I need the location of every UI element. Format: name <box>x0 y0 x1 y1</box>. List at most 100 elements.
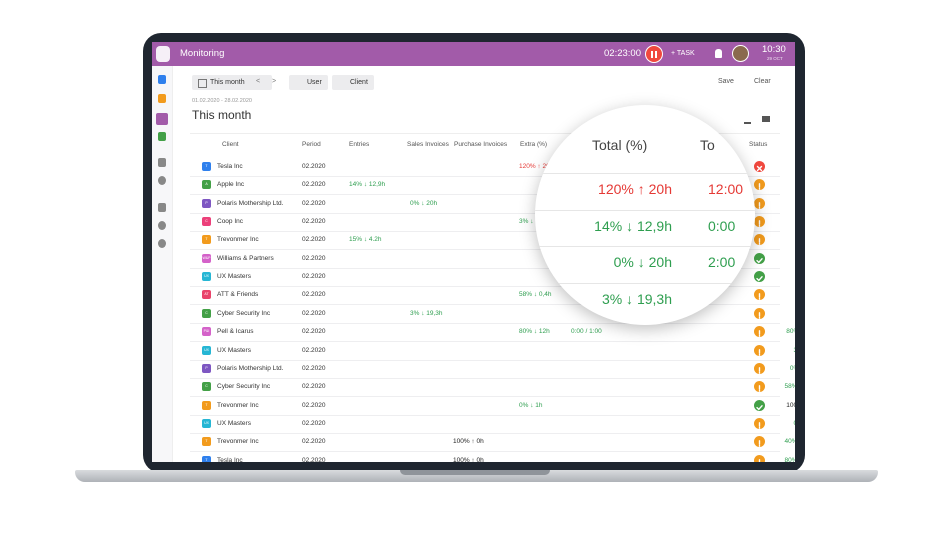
status-icon <box>754 381 765 393</box>
lens-row-line <box>535 282 755 284</box>
range-title: This month <box>192 108 252 122</box>
period: 02.2020 <box>302 419 326 427</box>
date-range: 01.02.2020 - 28.02.2020 <box>192 98 252 104</box>
lens-total: 0% ↓ 20h <box>613 254 672 270</box>
client-name: ATT & Friends <box>217 291 259 299</box>
client-name: Cyber Security Inc <box>217 309 271 317</box>
nav-icon[interactable] <box>158 75 166 84</box>
entries-value: 15% ↓ 4.2h <box>349 236 382 244</box>
client-name: Tesla Inc <box>217 163 243 170</box>
download-icon[interactable] <box>744 115 751 124</box>
total-value: 40% ↓ 1,2h <box>784 438 795 446</box>
extra-value: 0% ↓ 1h <box>519 401 543 409</box>
column-header: Sales Invoices <box>407 141 449 148</box>
status-glyph <box>758 458 761 462</box>
period: 02.2020 <box>302 181 326 189</box>
nav-icon[interactable] <box>158 221 166 230</box>
column-header: Purchase Invoices <box>454 141 508 148</box>
spent-value: 0:00 / 1:00 <box>571 328 602 336</box>
status-icon <box>754 161 765 172</box>
table-row: C Cyber Security Inc 02.2020 58% ↓ 0,4h <box>190 378 795 398</box>
client-name: Apple Inc <box>217 181 245 189</box>
timer: 02:23:00 <box>604 48 641 59</box>
task-button[interactable]: + TASK <box>671 50 695 57</box>
period: 02.2020 <box>302 438 326 446</box>
purchase-value: 100% ↑ 0h <box>453 438 484 446</box>
client-badge: T <box>202 455 211 462</box>
client-badge: T <box>202 437 211 447</box>
status-icon <box>754 289 765 301</box>
clock-time: 10:30 <box>762 44 786 55</box>
status-glyph <box>758 238 761 246</box>
user-button[interactable]: User <box>289 75 328 90</box>
clear-button[interactable]: Clear <box>754 78 771 85</box>
period: 02.2020 <box>302 163 326 170</box>
table-row: UX UX Masters 02.2020 3% ↓ 2h <box>190 342 795 361</box>
client-name: Trevonmer Inc <box>217 401 259 409</box>
top-bar: Monitoring 02:23:00 + TASK 10:30 29 OCT <box>152 42 795 66</box>
client-badge: W&P <box>202 253 211 263</box>
client-name: UX Masters <box>217 273 251 281</box>
status-glyph <box>756 165 763 172</box>
nav-icon[interactable] <box>158 94 166 103</box>
status-glyph <box>756 257 763 264</box>
nav-icon[interactable] <box>158 176 166 185</box>
client-badge: T <box>202 235 211 245</box>
columns-icon[interactable] <box>762 116 770 122</box>
client-badge: T <box>202 400 211 410</box>
client-badge: C <box>202 308 211 318</box>
status-icon <box>754 252 765 264</box>
clock-date: 29 OCT <box>767 56 783 61</box>
status-icon <box>754 436 765 448</box>
total-value: 58% ↓ 0,4h <box>784 383 795 391</box>
status-glyph <box>758 385 761 393</box>
client-badge: P&I <box>202 327 211 337</box>
period-button[interactable]: This month <box>192 75 272 90</box>
logo <box>156 46 170 62</box>
next-button[interactable]: > <box>272 78 277 85</box>
table-row: P&I Pell & Icarus 02.2020 80% ↓ 12h 0:00 / 1… <box>190 323 795 343</box>
column-header: Entries <box>349 141 370 148</box>
nav-icon[interactable] <box>158 132 166 141</box>
magnifier: Total (%) To 120% ↑ 20h 12:00 14% ↓ 12,9h 0… <box>535 105 755 325</box>
client-name: Williams & Partners <box>217 254 274 262</box>
table-row: UX UX Masters 02.2020 0% ↓ 1h <box>190 415 795 434</box>
avatar[interactable] <box>732 45 749 62</box>
lens-row-line <box>535 209 755 211</box>
status-glyph <box>758 293 761 301</box>
pause-button[interactable] <box>645 45 663 63</box>
nav-icon[interactable] <box>158 158 166 167</box>
lens-total: 14% ↓ 12,9h <box>594 217 672 234</box>
entries-value: 14% ↓ 12,9h <box>349 181 386 189</box>
extra-value: 58% ↓ 0,4h <box>519 291 552 299</box>
client-badge: T <box>202 162 211 171</box>
column-header: Status <box>749 141 768 148</box>
table-row: T Trevonmer Inc 02.2020 0% ↓ 1h 100% ↑ 0h <box>190 397 795 416</box>
table-row: T Tesla Inc 02.2020 100% ↑ 0h 80% ↓ 1,4h <box>190 452 795 462</box>
client-name: UX Masters <box>217 419 251 427</box>
period: 02.2020 <box>302 309 326 317</box>
extra-value: 120% ↑ 20h <box>519 163 554 170</box>
period: 02.2020 <box>302 346 326 354</box>
nav-icon[interactable] <box>158 239 166 248</box>
nav-icon[interactable] <box>158 203 166 212</box>
total-value: 0% ↓ 1h <box>794 415 796 433</box>
status-icon <box>754 344 765 356</box>
table-row: A Apple Inc 02.2020 14% ↓ 12,9h <box>190 176 780 196</box>
period: 02.2020 <box>302 236 326 244</box>
save-button[interactable]: Save <box>718 78 734 85</box>
status-glyph <box>758 183 761 191</box>
header-border <box>190 133 780 134</box>
lens-row-line <box>535 173 755 174</box>
bell-icon[interactable] <box>715 49 722 58</box>
status-glyph <box>758 330 761 338</box>
nav-icon[interactable] <box>156 113 168 125</box>
column-header: Period <box>302 141 321 148</box>
client-button[interactable]: Client <box>332 75 374 90</box>
table-row: T Trevonmer Inc 02.2020 15% ↓ 4.2h <box>190 231 780 251</box>
prev-button[interactable]: < <box>256 78 261 85</box>
client-name: Trevonmer Inc <box>217 438 259 446</box>
